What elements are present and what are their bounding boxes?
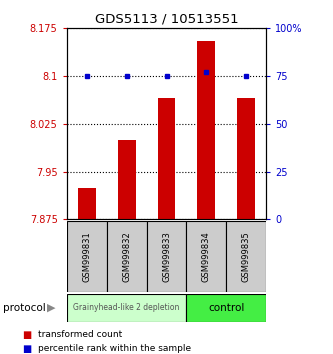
Text: protocol: protocol <box>3 303 46 313</box>
Bar <box>147 221 186 292</box>
Text: GSM999834: GSM999834 <box>202 231 211 282</box>
Bar <box>67 294 186 322</box>
Bar <box>186 294 266 322</box>
Text: GDS5113 / 10513551: GDS5113 / 10513551 <box>95 12 238 25</box>
Text: control: control <box>208 303 245 313</box>
Bar <box>67 221 107 292</box>
Text: percentile rank within the sample: percentile rank within the sample <box>38 344 191 353</box>
Text: ■: ■ <box>22 330 31 339</box>
Bar <box>158 98 175 219</box>
Bar <box>226 221 266 292</box>
Text: ■: ■ <box>22 344 31 354</box>
Text: GSM999835: GSM999835 <box>242 231 251 282</box>
Text: GSM999831: GSM999831 <box>82 231 91 282</box>
Text: GSM999832: GSM999832 <box>122 231 131 282</box>
Bar <box>237 98 255 219</box>
Text: ▶: ▶ <box>47 303 56 313</box>
Text: Grainyhead-like 2 depletion: Grainyhead-like 2 depletion <box>73 303 180 313</box>
Bar <box>118 140 136 219</box>
Bar <box>197 41 215 219</box>
Bar <box>107 221 147 292</box>
Bar <box>78 188 96 219</box>
Text: GSM999833: GSM999833 <box>162 231 171 282</box>
Bar <box>186 221 226 292</box>
Text: transformed count: transformed count <box>38 330 123 339</box>
